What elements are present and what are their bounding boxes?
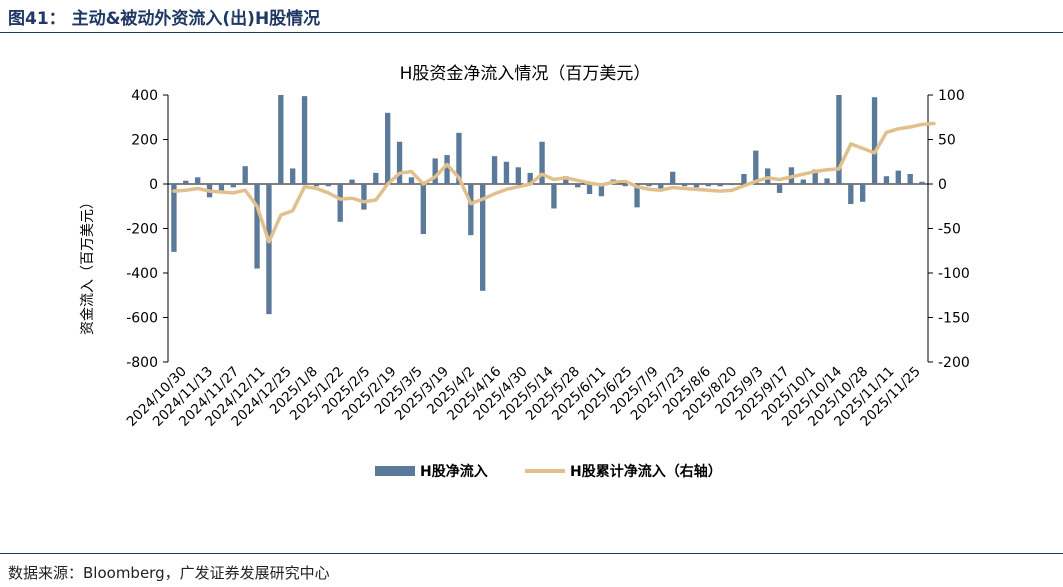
legend: H股净流入 H股累计净流入（右轴）: [375, 463, 722, 480]
y-axis-label: 资金流入（百万美元）: [80, 195, 96, 335]
bar: [622, 184, 628, 187]
bar: [468, 184, 474, 236]
bar: [408, 177, 415, 184]
bar: [301, 96, 308, 184]
left-tick-label: 200: [131, 133, 158, 149]
bar: [681, 184, 688, 187]
bar: [836, 95, 842, 184]
bar: [729, 184, 735, 186]
bar: [848, 184, 854, 205]
left-tick-label: -600: [126, 311, 158, 327]
bar: [230, 184, 236, 188]
right-tick-label: 50: [938, 133, 956, 149]
bar: [491, 156, 498, 184]
bar: [313, 184, 320, 187]
bar: [515, 167, 521, 184]
left-tick-label: 0: [149, 177, 158, 193]
bar: [218, 184, 225, 191]
bar: [444, 155, 450, 184]
bar: [183, 180, 189, 184]
bar: [670, 171, 676, 184]
bar: [895, 170, 901, 184]
bar: [396, 141, 403, 184]
cumulative-line: [172, 121, 936, 244]
bar: [171, 184, 177, 252]
bar: [575, 184, 581, 188]
bar: [658, 184, 664, 189]
right-tick-label: -50: [938, 222, 961, 238]
bar: [361, 184, 367, 210]
bar: [539, 141, 545, 184]
bar: [551, 184, 557, 209]
bar: [349, 179, 355, 184]
bar: [337, 184, 343, 222]
chart: H股资金净流入情况（百万美元） -800-600-400-2000200400-…: [80, 64, 970, 480]
source-note: 数据来源：Bloomberg，广发证券发展研究中心: [8, 564, 330, 582]
y-axis-label-text: 资金流入（百万美元）: [80, 195, 96, 335]
axes: -800 -600 -400 -200 0 200 400 -200 -150 -100 -50 0 5…: [124, 88, 970, 430]
bar: [753, 150, 759, 185]
bar: [290, 168, 296, 184]
figure-title: 图41： 主动&被动外资流入(出)H股情况: [8, 9, 321, 29]
legend-line-label: H股累计净流入（右轴）: [570, 463, 722, 480]
bar: [907, 173, 913, 184]
left-tick-label: -800: [126, 355, 158, 371]
right-tick-label: 100: [938, 88, 965, 104]
left-tick-label: -400: [126, 266, 158, 282]
bar: [919, 181, 925, 184]
bar: [456, 132, 462, 184]
bar: [480, 184, 486, 291]
bar: [254, 184, 260, 269]
source-divider: [0, 553, 1063, 554]
right-tick-label: -150: [938, 311, 970, 327]
bar: [278, 95, 284, 184]
left-tick-label: 400: [131, 88, 158, 104]
bar: [563, 176, 569, 184]
bar: [776, 184, 783, 193]
bar: [385, 112, 391, 184]
bar: [586, 184, 593, 195]
bar: [812, 169, 818, 184]
bar: [420, 184, 426, 235]
bar: [646, 184, 652, 187]
bar: [503, 161, 510, 184]
right-tick-label: -200: [938, 355, 970, 371]
bar: [800, 179, 806, 184]
bar: [325, 184, 331, 187]
bar: [242, 166, 248, 184]
bar: [705, 184, 711, 187]
chart-title: H股资金净流入情况（百万美元）: [400, 64, 651, 84]
bar: [860, 184, 866, 202]
bar: [693, 184, 700, 188]
bar-series: [171, 95, 925, 315]
bar: [824, 178, 830, 184]
legend-bar-label: H股净流入: [420, 463, 488, 480]
bar: [598, 184, 605, 197]
right-tick-label: -100: [938, 266, 970, 282]
left-tick-label: -200: [126, 222, 158, 238]
bar: [883, 176, 890, 184]
title-divider: [0, 32, 1063, 33]
bar: [634, 184, 640, 208]
right-tick-label: 0: [938, 177, 947, 193]
bar: [266, 184, 272, 315]
bar: [432, 158, 438, 184]
bar: [741, 173, 747, 184]
bar: [871, 97, 878, 184]
bar: [527, 172, 533, 185]
legend-bar-swatch: [375, 466, 415, 476]
line-series: [172, 121, 936, 244]
bar: [717, 184, 723, 187]
bar: [373, 172, 379, 185]
bar: [195, 177, 201, 184]
